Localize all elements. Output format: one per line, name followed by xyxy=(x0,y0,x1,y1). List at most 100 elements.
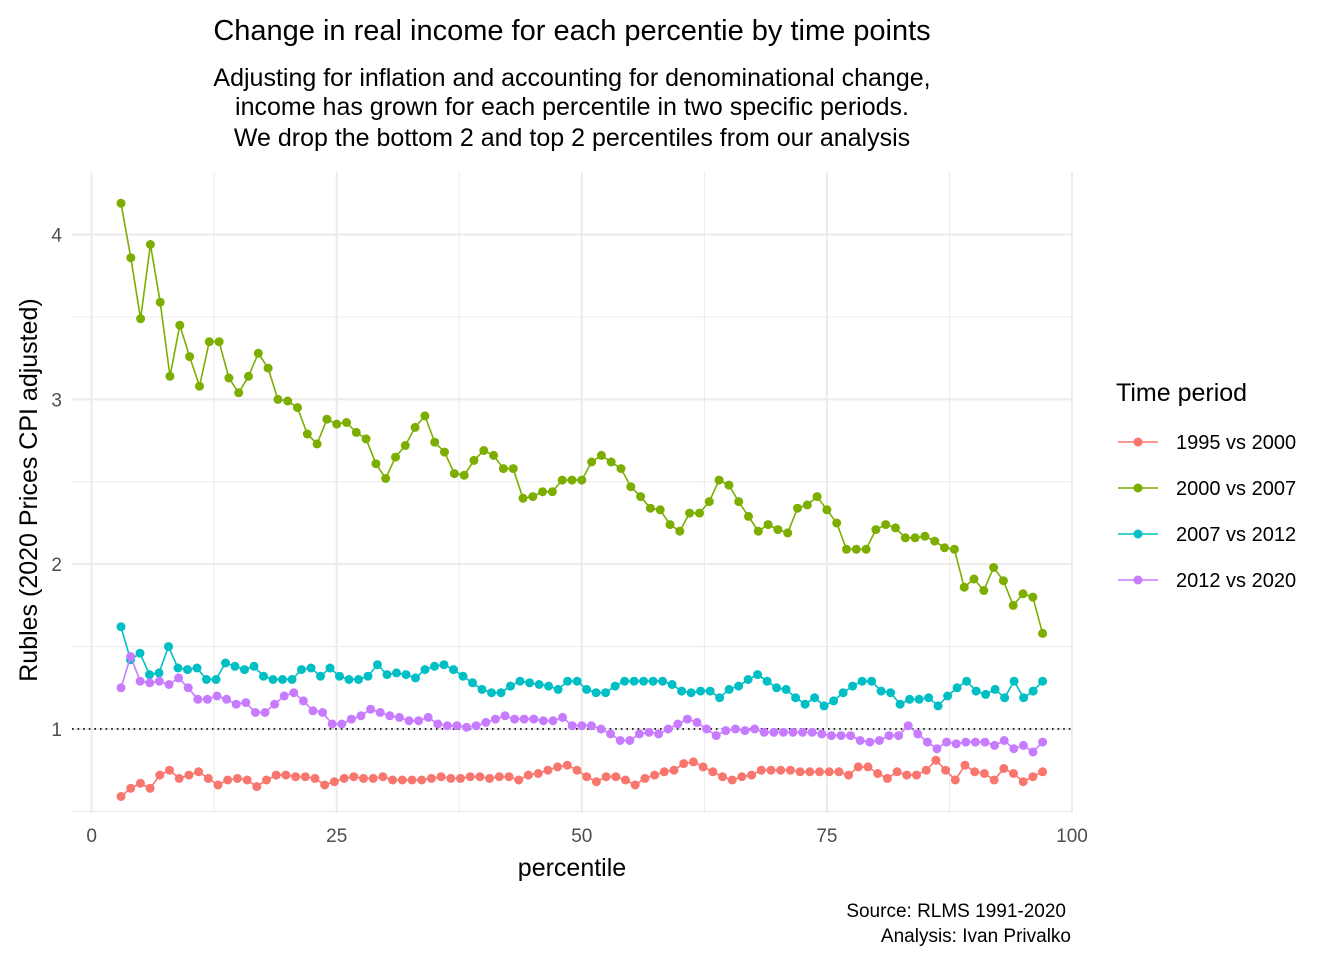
data-point xyxy=(773,525,783,535)
legend-key-point xyxy=(1133,529,1143,539)
data-point xyxy=(931,755,941,765)
data-point xyxy=(772,683,782,693)
data-point xyxy=(910,533,920,543)
data-point xyxy=(563,676,573,686)
data-point xyxy=(567,721,577,731)
data-point xyxy=(949,544,959,554)
data-point xyxy=(778,727,788,737)
data-point xyxy=(244,371,253,381)
data-point xyxy=(737,772,747,782)
data-point xyxy=(873,769,883,778)
data-point xyxy=(500,711,510,721)
data-point xyxy=(951,739,961,749)
data-point xyxy=(826,731,836,741)
data-point xyxy=(366,704,376,714)
data-point xyxy=(824,767,834,777)
data-point xyxy=(361,434,371,444)
data-point xyxy=(1018,589,1028,599)
data-point xyxy=(711,731,721,741)
data-point xyxy=(848,681,858,691)
data-point xyxy=(468,678,477,688)
data-point xyxy=(126,652,136,661)
data-point xyxy=(625,736,635,745)
data-point xyxy=(800,699,810,709)
data-point xyxy=(439,660,449,670)
data-point xyxy=(354,675,363,684)
data-point xyxy=(553,762,563,772)
data-point xyxy=(785,765,795,775)
data-point xyxy=(308,706,318,716)
data-point xyxy=(557,475,567,485)
data-point xyxy=(979,586,989,595)
data-point xyxy=(665,520,675,530)
data-point xyxy=(615,736,625,745)
data-point xyxy=(596,450,606,460)
data-point xyxy=(658,676,668,686)
data-point xyxy=(629,676,639,686)
data-point xyxy=(952,683,962,693)
data-point xyxy=(411,673,420,683)
data-point xyxy=(795,767,805,777)
data-point xyxy=(892,767,902,777)
data-point xyxy=(838,688,848,698)
data-point xyxy=(654,729,664,739)
data-point xyxy=(173,663,183,673)
data-point xyxy=(401,670,411,680)
data-point xyxy=(582,772,592,782)
data-point xyxy=(753,526,763,536)
data-point xyxy=(989,775,999,785)
data-point xyxy=(999,736,1009,745)
data-point xyxy=(744,511,753,521)
data-point xyxy=(165,371,175,381)
data-point xyxy=(253,348,263,358)
x-tick-label: 25 xyxy=(326,826,347,847)
data-point xyxy=(249,661,259,671)
data-point xyxy=(587,457,597,467)
data-point xyxy=(950,775,960,785)
data-point xyxy=(452,721,462,731)
data-point xyxy=(567,475,577,485)
data-point xyxy=(894,731,904,741)
data-point xyxy=(812,492,822,502)
data-point xyxy=(504,772,514,782)
data-point xyxy=(941,765,951,775)
data-point xyxy=(273,394,283,404)
data-point xyxy=(1038,676,1048,686)
data-point xyxy=(375,708,385,717)
data-point xyxy=(842,544,851,554)
data-point xyxy=(204,337,214,347)
data-point xyxy=(423,712,433,722)
data-point xyxy=(730,724,740,734)
data-point xyxy=(913,729,923,739)
data-point xyxy=(990,740,1000,750)
data-point xyxy=(895,699,905,709)
data-point xyxy=(312,439,322,449)
data-point xyxy=(342,418,351,427)
data-point xyxy=(810,693,820,703)
x-axis-ticks: 0 25 50 75 100 xyxy=(86,826,1088,847)
data-point xyxy=(1018,777,1028,787)
data-point xyxy=(291,772,301,782)
data-point xyxy=(316,671,325,681)
data-point xyxy=(572,765,582,775)
data-point xyxy=(750,724,760,734)
data-point xyxy=(417,775,427,785)
data-point xyxy=(655,505,665,515)
data-point xyxy=(776,765,786,775)
data-point xyxy=(515,676,525,686)
data-point xyxy=(715,693,725,703)
data-point xyxy=(844,770,854,780)
data-point xyxy=(155,297,165,307)
data-point xyxy=(202,694,212,704)
data-point xyxy=(279,691,289,701)
data-point xyxy=(381,474,391,483)
x-tick-label: 100 xyxy=(1056,826,1088,847)
data-point xyxy=(394,712,404,722)
data-point xyxy=(819,701,829,711)
data-point xyxy=(440,447,449,457)
data-point xyxy=(970,737,980,747)
data-point xyxy=(214,337,224,347)
data-point xyxy=(740,726,750,736)
y-tick-label: 4 xyxy=(51,226,62,247)
data-point xyxy=(547,487,557,497)
